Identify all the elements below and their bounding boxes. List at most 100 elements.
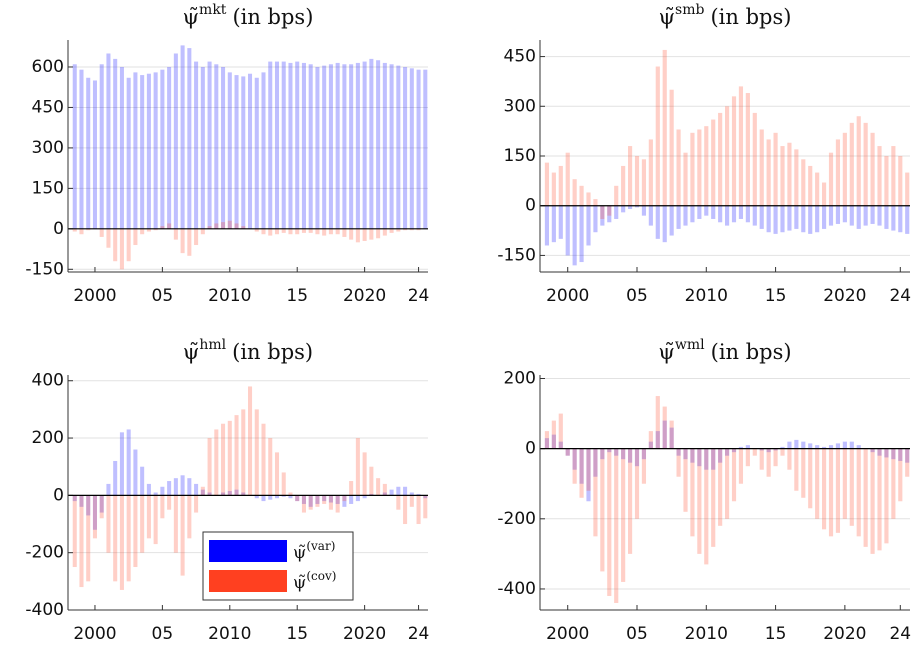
bar: [234, 489, 239, 496]
bar: [274, 495, 280, 499]
bar: [113, 460, 118, 496]
bar: [227, 491, 232, 496]
bar: [281, 61, 286, 229]
bar: [194, 228, 199, 246]
bar: [423, 495, 428, 519]
bar: [759, 205, 764, 229]
bar: [301, 228, 306, 233]
bar: [214, 64, 219, 229]
bar: [167, 66, 172, 229]
bar: [160, 495, 165, 519]
bar: [126, 228, 131, 262]
bar: [119, 432, 124, 496]
bar: [704, 205, 709, 216]
bar: [99, 495, 104, 513]
bar: [593, 448, 598, 537]
bar: [641, 448, 647, 484]
y-tick-label: 400: [32, 371, 64, 391]
bar: [274, 452, 280, 496]
bar: [884, 448, 889, 458]
bar: [544, 162, 550, 206]
bar: [194, 483, 199, 496]
bar: [745, 448, 750, 467]
bar: [335, 62, 340, 229]
bar: [355, 438, 360, 496]
bar: [301, 62, 306, 229]
bar: [86, 77, 91, 229]
bar: [167, 481, 172, 496]
bar: [586, 205, 591, 246]
bar: [704, 448, 709, 470]
bar: [787, 142, 792, 206]
bar: [301, 495, 306, 504]
bar: [891, 448, 896, 460]
bar: [870, 205, 875, 224]
bar: [593, 205, 598, 233]
bar: [423, 69, 428, 229]
bar: [86, 228, 91, 231]
bar: [697, 205, 702, 219]
bar: [586, 192, 591, 206]
bar: [586, 448, 591, 491]
bar: [842, 448, 847, 519]
bar: [627, 146, 633, 206]
bar: [718, 448, 723, 526]
bar: [295, 495, 300, 502]
bar: [268, 495, 273, 500]
bar: [187, 48, 192, 229]
bar: [683, 152, 688, 206]
x-tick-label: 2020: [823, 286, 866, 306]
x-tick-label: 05: [626, 286, 648, 306]
bar: [579, 205, 584, 263]
bar: [342, 495, 347, 502]
x-tick-label: 2020: [343, 286, 386, 306]
bar: [322, 495, 327, 504]
bar: [731, 448, 737, 453]
bar: [99, 64, 104, 229]
bar: [382, 492, 387, 496]
bar: [194, 61, 199, 229]
x-tick-label: 2000: [546, 624, 589, 644]
title-suffix: (in bps): [711, 340, 792, 364]
bar: [551, 434, 556, 449]
bar: [780, 448, 785, 456]
bar: [355, 228, 360, 243]
bar: [254, 495, 259, 499]
bar: [167, 223, 172, 229]
bar: [565, 448, 570, 456]
bar: [863, 122, 868, 206]
bar: [808, 448, 813, 509]
y-tick-label: -200: [497, 509, 536, 529]
bar: [396, 486, 401, 496]
bar: [621, 165, 626, 206]
bar: [315, 228, 320, 235]
bar: [274, 228, 280, 235]
bar: [308, 228, 313, 233]
bar: [214, 429, 219, 496]
bar: [745, 93, 750, 206]
title-superscript: hml: [199, 337, 226, 353]
bar: [745, 445, 750, 449]
bar: [288, 492, 293, 496]
bar: [704, 448, 709, 565]
legend-name: ψ̃: [293, 573, 306, 593]
bar: [759, 448, 764, 451]
bar: [780, 205, 785, 233]
bar: [295, 61, 300, 229]
bar: [891, 205, 896, 231]
bar: [227, 72, 232, 229]
bar: [600, 448, 605, 572]
x-tick-label: 15: [765, 624, 787, 644]
bar: [403, 495, 408, 525]
bar: [808, 165, 813, 206]
bar: [600, 205, 605, 219]
bar: [416, 493, 421, 496]
bar: [884, 448, 889, 544]
y-tick-label: 0: [525, 196, 536, 216]
bar: [140, 466, 145, 496]
bar: [173, 495, 178, 553]
bar: [759, 448, 764, 470]
y-tick-label: -400: [25, 600, 64, 620]
bar: [382, 483, 387, 496]
bar: [146, 483, 151, 496]
